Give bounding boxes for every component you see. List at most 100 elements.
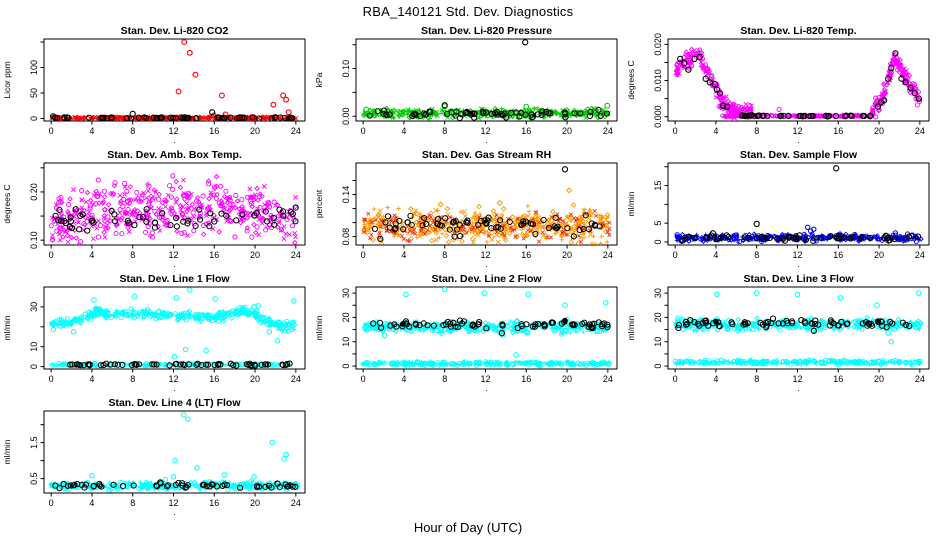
svg-text:8: 8: [442, 250, 447, 260]
svg-text:4: 4: [89, 250, 94, 260]
subplot-cell-gas-stream-rh: Stan. Dev. Gas Stream RH percent 0 4 8 12 16 20…: [312, 148, 624, 272]
series-co2-black-outliers: [50, 109, 216, 120]
x-axis-ticks: 0 4 8 12 16 20 24: [673, 121, 925, 136]
y-axis-title: degrees C: [2, 184, 12, 223]
series-line3-cyan-outliers: [714, 290, 922, 345]
page-title: RBA_140121 Std. Dev. Diagnostics: [362, 4, 574, 19]
subplot-title: Stan. Dev. Amb. Box Temp.: [107, 149, 242, 161]
svg-text:0: 0: [653, 364, 663, 369]
x-axis-ticks: 0 4 8 12 16 20 24: [49, 369, 301, 384]
svg-text:0: 0: [361, 126, 366, 136]
svg-text:0: 0: [673, 374, 678, 384]
plot-box: [43, 162, 306, 246]
svg-text:10: 10: [341, 337, 351, 347]
series-pressure-black-outliers: [441, 39, 529, 109]
x-axis-ticks: 0 4 8 12 16 20 24: [673, 245, 925, 260]
svg-text:20: 20: [341, 312, 351, 322]
svg-text:30: 30: [341, 288, 351, 298]
svg-text:16: 16: [521, 126, 531, 136]
svg-text:4: 4: [713, 250, 718, 260]
svg-text:24: 24: [291, 250, 301, 260]
y-axis-ticks: 0 10 30: [29, 302, 44, 369]
svg-text:20: 20: [653, 312, 663, 322]
svg-text:20: 20: [250, 126, 260, 136]
series-pressure-black-band: [366, 106, 610, 121]
svg-text:4: 4: [713, 126, 718, 136]
svg-text:12: 12: [168, 126, 178, 136]
svg-text:16: 16: [209, 126, 219, 136]
svg-text:24: 24: [603, 126, 613, 136]
data-points: [48, 287, 298, 369]
data-points: [674, 165, 924, 245]
y-axis-ticks: 0 5 15: [653, 166, 668, 244]
series-line3-black-mid-band: [675, 317, 913, 332]
subplot-cell-sample-flow: Stan. Dev. Sample Flow ml/min 0 4 8 12 16 20 24.…: [624, 148, 936, 272]
svg-text:20: 20: [874, 374, 884, 384]
svg-text:0: 0: [653, 239, 663, 244]
svg-text:30: 30: [653, 288, 663, 298]
svg-text:1.5: 1.5: [29, 436, 39, 449]
plot-box: [43, 410, 306, 494]
svg-text:24: 24: [603, 250, 613, 260]
svg-text:4: 4: [713, 374, 718, 384]
series-line3-black-outliers: [769, 315, 817, 334]
svg-text:30: 30: [29, 302, 39, 312]
series-line2-cyan-outliers: [381, 287, 609, 358]
svg-text:24: 24: [915, 126, 925, 136]
svg-text:4: 4: [89, 126, 94, 136]
series-rh-black-band: [371, 212, 603, 242]
x-axis-ticks: 0 4 8 12 16 20 24: [361, 245, 613, 260]
plot-box: [667, 38, 930, 122]
x-axis-ticks: 0 4 8 12 16 20 24: [673, 369, 925, 384]
svg-text:16: 16: [209, 250, 219, 260]
x-axis-label: Hour of Day (UTC): [413, 520, 523, 535]
svg-text:16: 16: [521, 250, 531, 260]
subplot-sample-flow: Stan. Dev. Sample Flow ml/min 0 4 8 12 16 20 24.…: [626, 149, 930, 269]
svg-text:24: 24: [291, 126, 301, 136]
svg-text:20: 20: [562, 126, 572, 136]
x-axis-ticks: 0 4 8 12 16 20 24: [49, 493, 301, 508]
svg-text:20: 20: [562, 374, 572, 384]
svg-text:12: 12: [792, 374, 802, 384]
series-temp-black-zero-band: [738, 112, 874, 120]
plot-box: [355, 286, 618, 370]
svg-text:12: 12: [168, 250, 178, 260]
series-line1-black-low-band: [67, 360, 293, 369]
data-points: [48, 412, 301, 493]
y-axis-title: kPa: [314, 72, 324, 87]
subplot-title: Stan. Dev. Line 2 Flow: [431, 273, 542, 285]
y-axis-ticks: 0.10 0.20: [29, 167, 44, 249]
series-sampleflow-blue-outliers: [674, 224, 911, 238]
y-axis-ticks: 0 10 20 30: [653, 288, 668, 369]
subplot-cell-line4-lt-flow: Stan. Dev. Line 4 (LT) Flow ml/min 0 4 8 12 16…: [0, 396, 312, 520]
svg-text:8: 8: [442, 126, 447, 136]
svg-text:100: 100: [29, 60, 39, 75]
plot-box: [43, 286, 306, 370]
subplot-line1-flow: Stan. Dev. Line 1 Flow ml/min 0 4 8 12 16 20 24.…: [2, 273, 306, 393]
subplot-cell-li820-pressure: Stan. Dev. Li-820 Pressure kPa 0 4 8 12 16 20 24…: [312, 24, 624, 148]
svg-text:8: 8: [442, 374, 447, 384]
svg-text:16: 16: [833, 250, 843, 260]
svg-text:0: 0: [29, 116, 39, 121]
x-axis-sub-label: .: [173, 259, 176, 269]
svg-text:16: 16: [209, 374, 219, 384]
y-axis-title: percent: [314, 189, 324, 218]
series-ambbox-magenta-cloud: [49, 173, 299, 245]
x-axis-sub-label: .: [173, 135, 176, 145]
y-axis-ticks: 0.000 0.010 0.020: [653, 33, 668, 128]
series-line3-black-filled: [712, 318, 881, 325]
svg-text:0.10: 0.10: [29, 231, 39, 249]
series-line2-black-filled: [399, 317, 568, 327]
subplot-li820-co2: Stan. Dev. Li-820 CO2 Licor ppm 0 4 8 12 16 20 2…: [2, 25, 306, 145]
svg-text:20: 20: [250, 374, 260, 384]
svg-text:0.08: 0.08: [341, 228, 351, 246]
svg-text:8: 8: [130, 250, 135, 260]
x-axis-sub-label: .: [485, 135, 488, 145]
subplot-title: Stan. Dev. Li-820 CO2: [121, 25, 229, 37]
svg-text:24: 24: [291, 498, 301, 508]
svg-text:0.00: 0.00: [341, 107, 351, 125]
subplot-amb-box-temp: Stan. Dev. Amb. Box Temp. degrees C 0 4 8 12 1…: [2, 149, 306, 269]
y-axis-ticks: 0.5 1.5: [29, 424, 44, 485]
svg-text:20: 20: [874, 126, 884, 136]
subplot-cell-li820-temp: Stan. Dev. Li-820 Temp. degrees C 0 4 8 12 16 2…: [624, 24, 936, 148]
